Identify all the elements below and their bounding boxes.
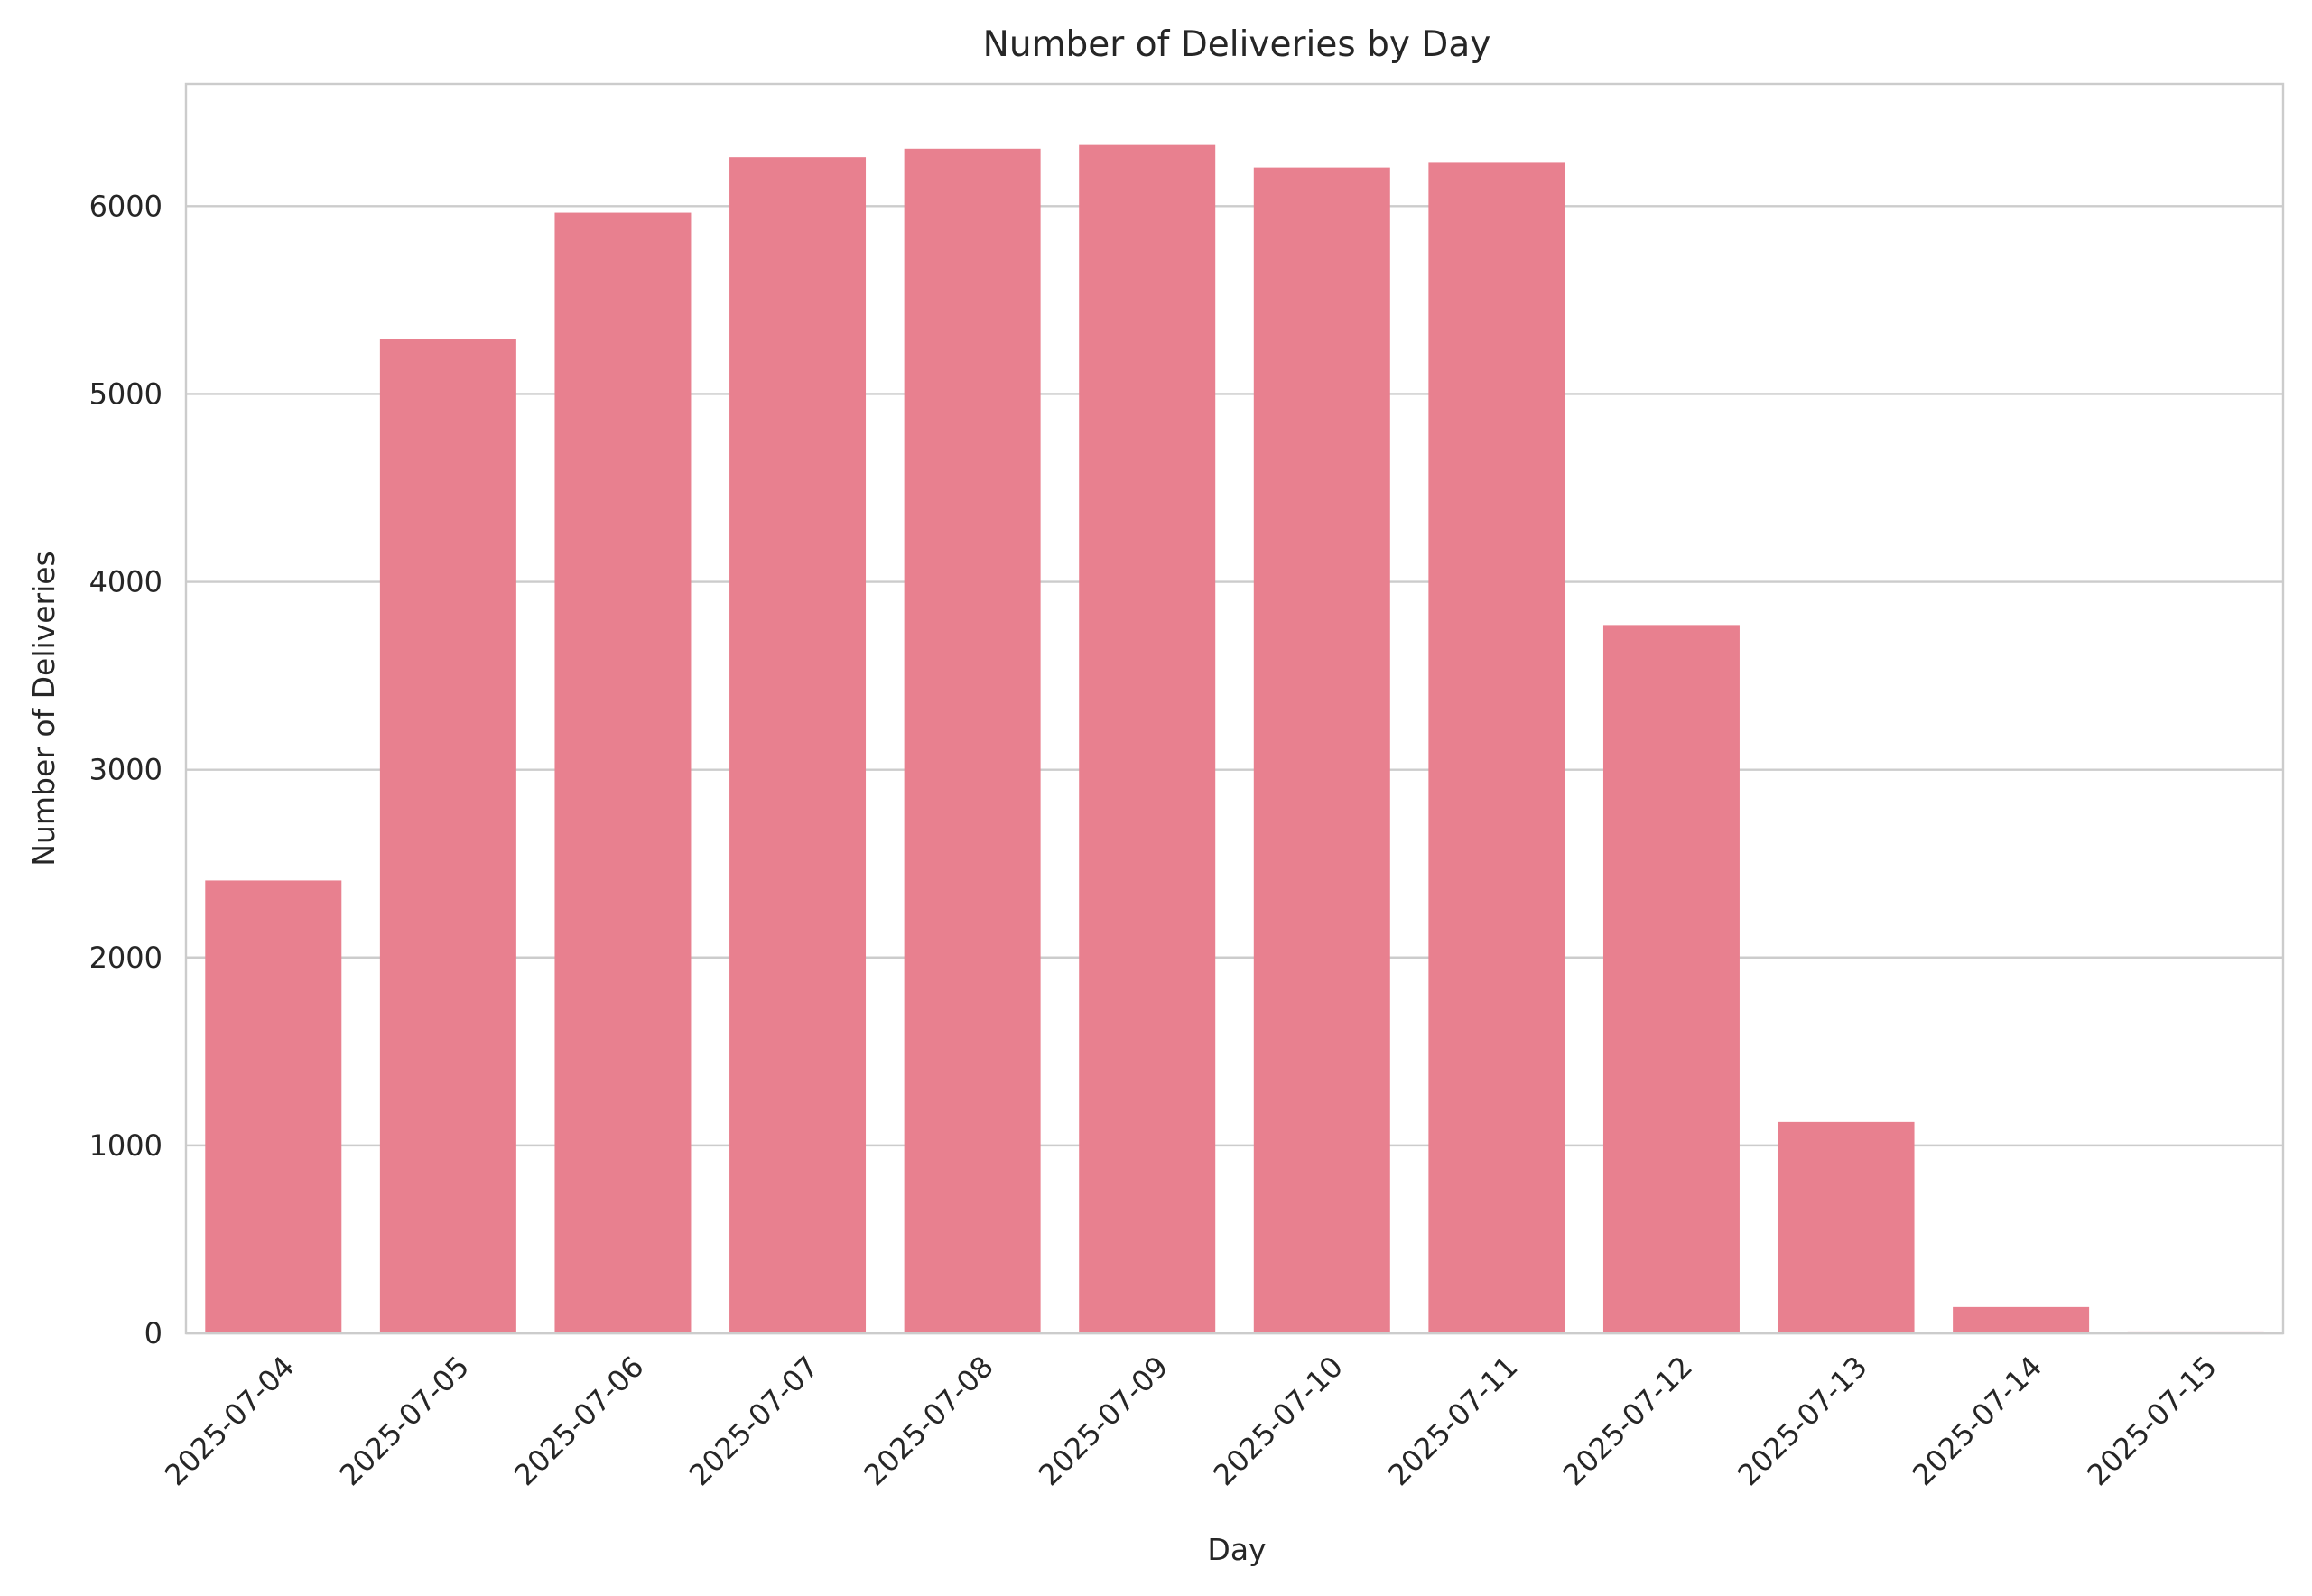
x-axis-label: Day: [1207, 1532, 1266, 1567]
plot-frame: [184, 82, 2285, 1335]
y-tick-label: 3000: [89, 753, 162, 787]
bar-2025-07-07: [729, 157, 867, 1334]
y-tick-label: 0: [144, 1316, 162, 1350]
bar-2025-07-14: [1953, 1306, 2090, 1333]
bar-2025-07-06: [554, 212, 692, 1334]
y-tick-label: 6000: [89, 189, 162, 223]
bar-2025-07-08: [904, 148, 1041, 1333]
y-tick-label: 4000: [89, 565, 162, 599]
y-axis-label: Number of Deliveries: [26, 551, 61, 866]
y-tick-label: 5000: [89, 376, 162, 411]
bar-2025-07-11: [1428, 162, 1565, 1333]
y-tick-label: 2000: [89, 941, 162, 975]
bar-2025-07-09: [1079, 144, 1216, 1333]
y-tick-labels: 0 1000 2000 3000 4000 5000 6000: [89, 189, 162, 1350]
bar-2025-07-05: [379, 339, 516, 1333]
chart-title: Number of Deliveries by Day: [983, 24, 1491, 65]
bar-2025-07-10: [1253, 167, 1390, 1334]
bar-2025-07-13: [1778, 1121, 1915, 1333]
bars: [205, 144, 2264, 1334]
bar-2025-07-04: [205, 880, 342, 1333]
bar-2025-07-12: [1602, 625, 1740, 1333]
y-tick-label: 1000: [89, 1128, 162, 1163]
